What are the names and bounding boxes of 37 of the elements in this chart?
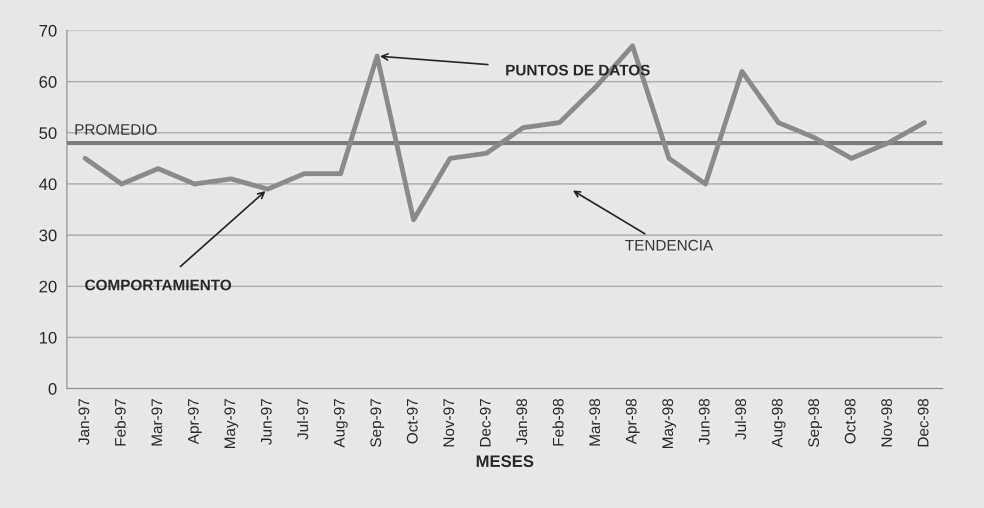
y-tick-label: 50: [39, 127, 57, 140]
x-tick-label: Apr-98: [626, 399, 640, 444]
x-tick-label: Oct-98: [844, 399, 856, 444]
x-tick-label: Jul-97: [296, 399, 308, 440]
x-tick-label: Sep-98: [808, 399, 822, 447]
x-tick-label: Aug-98: [772, 399, 786, 448]
x-tick-label: Dec-98: [918, 399, 929, 446]
y-tick-label: 60: [40, 76, 57, 88]
annotation: COMPORTAMIENTO: [85, 280, 232, 290]
annotation: PUNTOS DE DATOS: [506, 64, 650, 76]
x-tick-label: May-98: [662, 399, 676, 448]
y-tick-label: 20: [39, 280, 57, 292]
x-tick-label: Jan-97: [78, 399, 90, 445]
annotation: TENDENCIA: [625, 240, 714, 251]
y-tick-label: 40: [39, 178, 57, 190]
x-tick-label: Feb-98: [552, 399, 564, 446]
x-tick-label: Nov-98: [881, 399, 892, 446]
x-tick-label: Mar-97: [151, 399, 162, 446]
y-tick-label: 0: [48, 383, 57, 395]
y-tick-label: 70: [40, 24, 57, 37]
x-tick-label: Jun-97: [260, 399, 272, 445]
x-tick-label: Nov-97: [443, 399, 454, 446]
y-tick-label: 10: [40, 332, 57, 344]
x-tick-label: Apr-97: [188, 399, 202, 444]
x-tick-label: Feb-97: [114, 399, 126, 446]
x-tick-label: Mar-98: [589, 399, 600, 446]
y-tick-label: 30: [39, 230, 57, 242]
x-tick-label: Jun-98: [698, 399, 710, 445]
ref-line-label: PROMEDIO: [75, 124, 157, 135]
x-tick-label: Dec-97: [480, 399, 491, 446]
x-tick-label: Oct-97: [406, 399, 418, 444]
x-tick-label: Jan-98: [516, 399, 528, 445]
x-tick-label: Aug-97: [334, 399, 348, 448]
x-tick-label: May-97: [224, 399, 238, 448]
x-axis-title: MESES: [476, 455, 534, 468]
x-tick-label: Sep-97: [370, 399, 384, 447]
x-tick-label: Jul-98: [734, 399, 746, 440]
